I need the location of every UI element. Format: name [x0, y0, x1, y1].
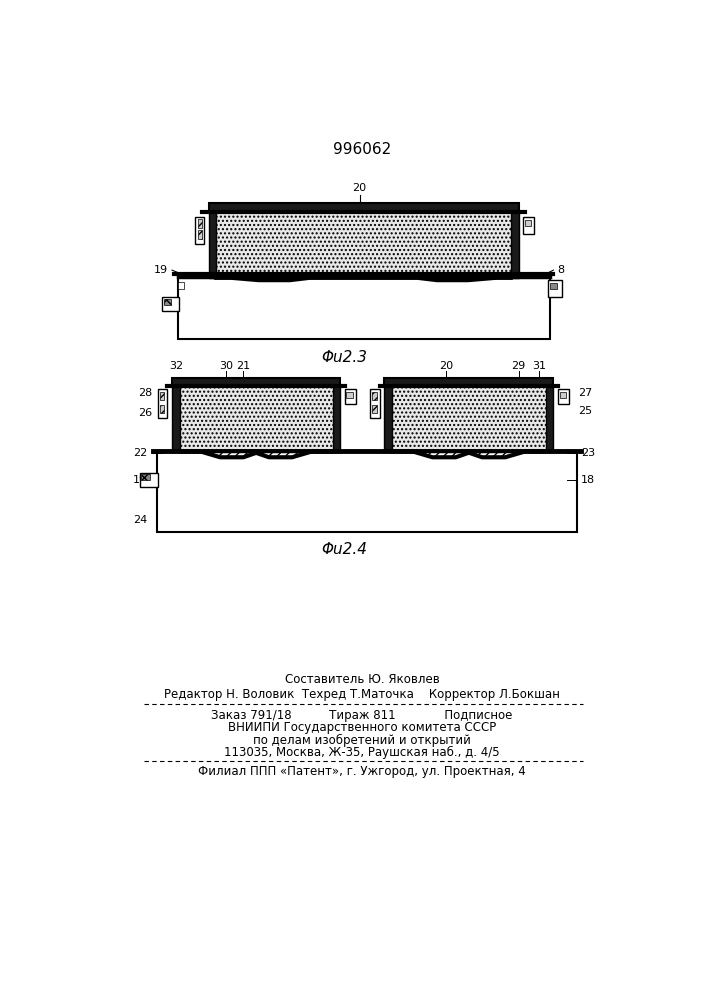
Text: 19: 19 [154, 265, 168, 275]
Text: 22: 22 [133, 448, 147, 458]
Bar [548, 280, 562, 297]
Text: 20: 20 [439, 361, 453, 371]
Bar [180, 386, 332, 451]
Bar [209, 212, 216, 278]
Text: 996062: 996062 [333, 142, 391, 157]
Bar [163, 299, 171, 305]
Text: Φu2.4: Φu2.4 [321, 542, 367, 557]
Bar [372, 392, 377, 400]
Bar [209, 203, 518, 212]
Text: ВНИИПИ Государственного комитета СССР: ВНИИПИ Государственного комитета СССР [228, 721, 496, 734]
Text: 8: 8 [557, 265, 564, 275]
Bar [549, 283, 557, 289]
Text: 27: 27 [578, 388, 592, 398]
Text: 23: 23 [581, 448, 595, 458]
Bar [172, 386, 180, 451]
Bar [198, 230, 202, 239]
Polygon shape [411, 451, 474, 457]
Bar [558, 389, 569, 404]
Text: Составитель Ю. Яковлев: Составитель Ю. Яковлев [285, 673, 439, 686]
Polygon shape [199, 451, 261, 457]
Bar [184, 311, 543, 336]
Bar [163, 451, 571, 501]
Bar [162, 297, 179, 311]
Bar [392, 386, 546, 451]
Bar [559, 392, 566, 398]
Bar [158, 389, 168, 418]
Bar [385, 378, 554, 386]
Text: 18: 18 [581, 475, 595, 485]
Bar [332, 386, 340, 451]
Bar [184, 336, 543, 339]
Bar [510, 212, 518, 278]
Bar [372, 405, 377, 413]
Text: 25: 25 [578, 406, 592, 416]
Text: 30: 30 [219, 361, 233, 371]
Polygon shape [232, 278, 309, 280]
Polygon shape [464, 451, 526, 457]
Text: 20: 20 [353, 183, 367, 193]
Bar [346, 392, 353, 398]
Text: по делам изобретений и открытий: по делам изобретений и открытий [253, 734, 471, 747]
Polygon shape [251, 451, 313, 457]
Bar [546, 386, 554, 451]
Bar [177, 274, 549, 339]
Text: 32: 32 [169, 361, 183, 371]
Bar [163, 501, 571, 528]
Bar [172, 378, 340, 386]
Bar [385, 386, 392, 451]
Polygon shape [418, 278, 495, 280]
Bar [160, 405, 164, 413]
Bar [198, 219, 202, 228]
Text: 29: 29 [511, 361, 525, 371]
Text: 26: 26 [138, 408, 152, 418]
Bar [177, 282, 184, 289]
Text: Φu2.3: Φu2.3 [321, 350, 367, 365]
Bar [194, 217, 204, 244]
Text: 24: 24 [133, 515, 147, 525]
Bar [160, 392, 164, 400]
Text: 19: 19 [133, 475, 147, 485]
Bar [141, 474, 151, 480]
Bar [216, 212, 510, 278]
Bar [139, 473, 158, 487]
Text: Филиал ППП «Патент», г. Ужгород, ул. Проектная, 4: Филиал ППП «Патент», г. Ужгород, ул. Про… [198, 765, 526, 778]
Bar [523, 217, 534, 234]
Bar [370, 389, 380, 418]
Text: 113035, Москва, Ж-35, Раушская наб., д. 4/5: 113035, Москва, Ж-35, Раушская наб., д. … [224, 746, 500, 759]
Text: 28: 28 [138, 388, 152, 398]
Text: Редактор Н. Воловик  Техред Т.Маточка    Корректор Л.Бокшан: Редактор Н. Воловик Техред Т.Маточка Кор… [164, 688, 560, 701]
Text: 21: 21 [236, 361, 250, 371]
Text: Заказ 791/18          Тираж 811             Подписное: Заказ 791/18 Тираж 811 Подписное [211, 709, 513, 722]
Bar [525, 220, 531, 226]
Bar [345, 389, 356, 404]
Text: 31: 31 [532, 361, 547, 371]
Bar [156, 451, 577, 532]
Bar [184, 274, 543, 311]
Bar [163, 528, 571, 532]
